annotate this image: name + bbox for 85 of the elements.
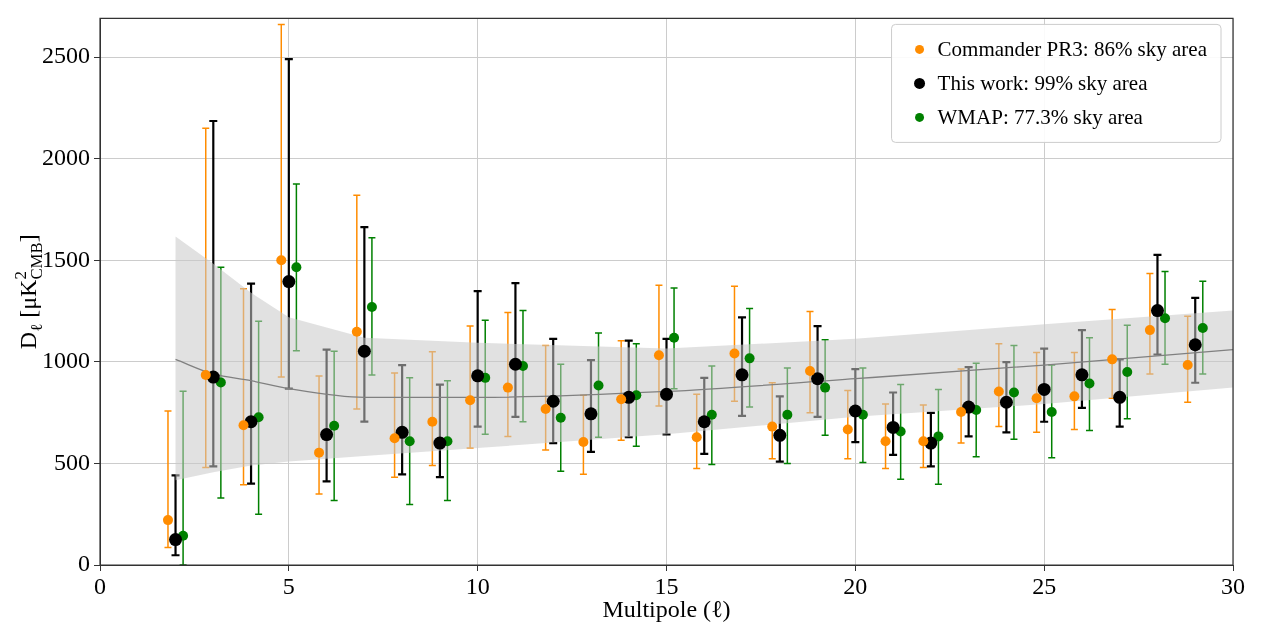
point [276,255,287,266]
point [320,428,334,442]
point [471,369,485,383]
point [1084,378,1095,389]
point [508,357,522,371]
point [1182,360,1193,371]
point [578,437,589,448]
point [238,420,249,431]
point [805,365,816,376]
point [697,415,711,429]
point [773,428,787,442]
point [1188,338,1202,352]
x-tick-label: 5 [282,572,295,599]
point [404,436,415,447]
point [1144,325,1155,336]
point [389,433,400,444]
y-tick-label: 2500 [42,42,90,69]
point [729,348,740,359]
point [1075,368,1089,382]
point [584,407,598,421]
point [1031,393,1042,404]
point [735,368,749,382]
y-tick-label: 500 [54,448,90,475]
point [162,515,173,526]
point [1069,391,1080,402]
point [465,395,476,406]
point [200,370,211,381]
point [1046,406,1057,417]
point [1037,382,1051,396]
x-tick-label: 25 [1032,572,1057,599]
point [706,409,717,420]
point [820,382,831,393]
point [886,420,900,434]
point [546,394,560,408]
y-tick-label: 0 [78,550,90,577]
x-tick-label: 15 [654,572,679,599]
point [1008,387,1019,398]
point [351,326,362,337]
point [555,412,566,423]
point [502,382,513,393]
point [782,409,793,420]
point [880,436,891,447]
point [767,421,778,432]
point [616,394,627,405]
point [395,425,409,439]
point [1107,354,1118,365]
point [1160,313,1171,324]
point [848,404,862,418]
legend-label: Commander PR3: 86% sky area [937,36,1208,61]
point [653,350,664,361]
point [329,420,340,431]
point [427,416,438,427]
point [918,436,929,447]
y-tick-label: 2000 [42,143,90,170]
point [540,403,551,414]
point [999,395,1013,409]
point [1197,323,1208,334]
point [357,344,371,358]
legend-label: This work: 99% sky area [937,70,1149,95]
point [811,372,825,386]
x-tick-label: 30 [1221,572,1245,599]
point [993,386,1004,397]
point [660,387,673,401]
point [291,262,302,273]
point [744,353,755,364]
x-tick-label: 20 [843,572,868,599]
point [169,533,183,547]
point [366,301,377,312]
x-tick-label: 10 [465,572,490,599]
point [956,406,967,417]
legend-label: WMAP: 77.3% sky area [937,104,1144,129]
point [282,275,296,289]
y-tick-label: 1500 [42,245,90,272]
point [933,431,944,442]
point [433,436,447,450]
point [1122,366,1133,377]
point [842,424,853,435]
point [691,432,702,443]
point [593,380,604,391]
point [1150,304,1164,318]
point [1113,390,1127,404]
point [314,447,325,458]
point [669,332,680,343]
y-tick-label: 1000 [42,347,90,374]
x-axis-title: Multipole (ℓ) [602,596,731,622]
